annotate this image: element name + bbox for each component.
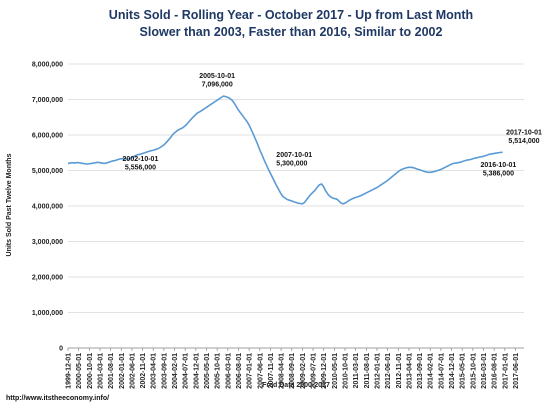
x-tick-label: 2011-08-01 — [364, 353, 371, 389]
x-tick-label: 2014-12-01 — [449, 353, 456, 389]
x-tick-label: 2004-12-01 — [193, 353, 200, 389]
x-tick-label: 2000-10-01 — [87, 353, 94, 389]
y-tick-label: 1,000,000 — [32, 310, 63, 317]
annotation-date: 2007-10-01 — [276, 152, 312, 159]
y-tick-label: 4,000,000 — [32, 204, 63, 211]
chart-title: Units Sold - Rolling Year - October 2017… — [109, 8, 473, 22]
series-line — [67, 95, 503, 205]
x-tick-label: 2012-06-01 — [385, 353, 392, 389]
x-tick-label: 2015-05-01 — [460, 353, 467, 389]
y-tick-label: 3,000,000 — [32, 239, 63, 246]
x-tick-label: 2001-03-01 — [97, 353, 104, 389]
x-tick-label: 2008-04-01 — [279, 353, 286, 389]
y-tick-label: 2,000,000 — [32, 275, 63, 282]
x-tick-label: 2014-07-01 — [438, 353, 445, 389]
x-tick-label: 2009-12-01 — [321, 353, 328, 389]
x-tick-label: 2017-06-01 — [513, 353, 520, 389]
x-tick-label: 2007-01-01 — [247, 353, 254, 389]
x-tick-label: 2005-10-01 — [215, 353, 222, 389]
y-axis-label: Units Sold Past Twelve Months — [6, 153, 13, 256]
x-tick-label: 2006-08-01 — [236, 353, 243, 389]
y-tick-label: 7,000,000 — [32, 97, 63, 104]
y-axis: 0 1,000,000 2,000,000 3,000,000 4,000,000 5,0… — [32, 62, 63, 353]
x-tick-label: 2010-10-01 — [343, 353, 350, 389]
x-tick-label: 2011-03-01 — [353, 353, 360, 389]
x-tick-label: 2002-11-01 — [140, 353, 147, 389]
x-tick-label: 2009-02-01 — [300, 353, 307, 389]
x-tick-label: 2004-02-01 — [172, 353, 179, 389]
annotation-value: 5,514,000 — [508, 138, 539, 145]
x-tick-label: 2015-10-01 — [470, 353, 477, 389]
x-tick-label: 2006-03-01 — [225, 353, 232, 389]
x-tick-label: 2017-01-01 — [502, 353, 509, 389]
x-tick-label: 2012-01-01 — [374, 353, 381, 389]
x-tick-label: 2013-09-01 — [417, 353, 424, 389]
x-tick-label: 2005-05-01 — [204, 353, 211, 389]
annotation-value: 7,096,000 — [202, 82, 233, 89]
annotation-value: 5,386,000 — [483, 170, 514, 177]
chart-subtitle: Slower than 2003, Faster than 2016, Simi… — [140, 25, 443, 39]
y-tick-label: 5,000,000 — [32, 168, 63, 175]
x-tick-label: 2007-06-01 — [257, 353, 264, 389]
annotation-date: 2016-10-01 — [481, 162, 517, 169]
annotation-date: 2002-10-01 — [123, 156, 159, 163]
annotation-value: 5,300,000 — [276, 160, 307, 167]
y-tick-label: 8,000,000 — [32, 62, 63, 69]
x-tick-label: 2003-04-01 — [151, 353, 158, 389]
x-tick-label: 2016-03-01 — [481, 353, 488, 389]
x-tick-label: 2014-02-01 — [428, 353, 435, 389]
x-tick-label: 1999-12-01 — [66, 353, 73, 389]
x-tick-label: 2007-11-01 — [268, 353, 275, 389]
x-axis: 1999-12-01 2000-05-01 2000-10-01 2001-03-01… — [66, 347, 524, 389]
x-tick-label: 2016-08-01 — [492, 353, 499, 389]
source-url: http://www.itstheeconomy.info/ — [6, 395, 109, 402]
x-tick-label: 2002-06-01 — [129, 353, 136, 389]
y-tick-label: 0 — [59, 346, 63, 353]
x-tick-label: 2003-09-01 — [161, 353, 168, 389]
x-tick-label: 2008-09-01 — [289, 353, 296, 389]
x-tick-label: 2012-11-01 — [396, 353, 403, 389]
x-tick-label: 2004-07-01 — [183, 353, 190, 389]
x-tick-label: 2001-08-01 — [108, 353, 115, 389]
x-tick-label: 2002-01-01 — [119, 353, 126, 389]
gridlines — [68, 63, 524, 349]
annotation-value: 5,556,000 — [125, 164, 156, 171]
x-tick-label: 2013-04-01 — [406, 353, 413, 389]
x-axis-label: Fred Data 2000-2017 — [262, 382, 330, 389]
annotations: 2002-10-015,556,000 2005-10-01 7,096,000 20… — [123, 73, 542, 177]
x-tick-label: 2010-05-01 — [332, 353, 339, 389]
y-tick-label: 6,000,000 — [32, 133, 63, 140]
annotation-date: 2005-10-01 — [199, 73, 235, 80]
x-tick-label: 2009-07-01 — [311, 353, 318, 389]
x-tick-label: 2000-05-01 — [76, 353, 83, 389]
annotation-date: 2017-10-01 — [506, 129, 542, 136]
